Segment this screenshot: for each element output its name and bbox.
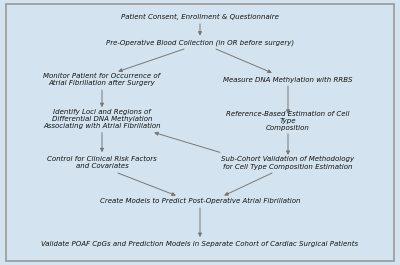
Text: Patient Consent, Enrollment & Questionnaire: Patient Consent, Enrollment & Questionna… [121, 14, 279, 20]
Text: Measure DNA Methylation with RRBS: Measure DNA Methylation with RRBS [223, 76, 353, 83]
Text: Control for Clinical Risk Factors
and Covariates: Control for Clinical Risk Factors and Co… [47, 156, 157, 170]
Text: Sub-Cohort Validation of Methodology
for Cell Type Composition Estimation: Sub-Cohort Validation of Methodology for… [222, 156, 354, 170]
Text: Pre-Operative Blood Collection (in OR before surgery): Pre-Operative Blood Collection (in OR be… [106, 39, 294, 46]
Text: Identify Loci and Regions of
Differential DNA Methylation
Associating with Atria: Identify Loci and Regions of Differentia… [43, 109, 161, 129]
Text: Reference-Based Estimation of Cell
Type
Composition: Reference-Based Estimation of Cell Type … [226, 111, 350, 131]
Text: Create Models to Predict Post-Operative Atrial Fibrillation: Create Models to Predict Post-Operative … [100, 198, 300, 205]
Text: Validate POAF CpGs and Prediction Models in Separate Cohort of Cardiac Surgical : Validate POAF CpGs and Prediction Models… [42, 241, 358, 247]
Text: Monitor Patient for Occurrence of
Atrial Fibrillation after Surgery: Monitor Patient for Occurrence of Atrial… [44, 73, 160, 86]
FancyBboxPatch shape [6, 4, 394, 261]
